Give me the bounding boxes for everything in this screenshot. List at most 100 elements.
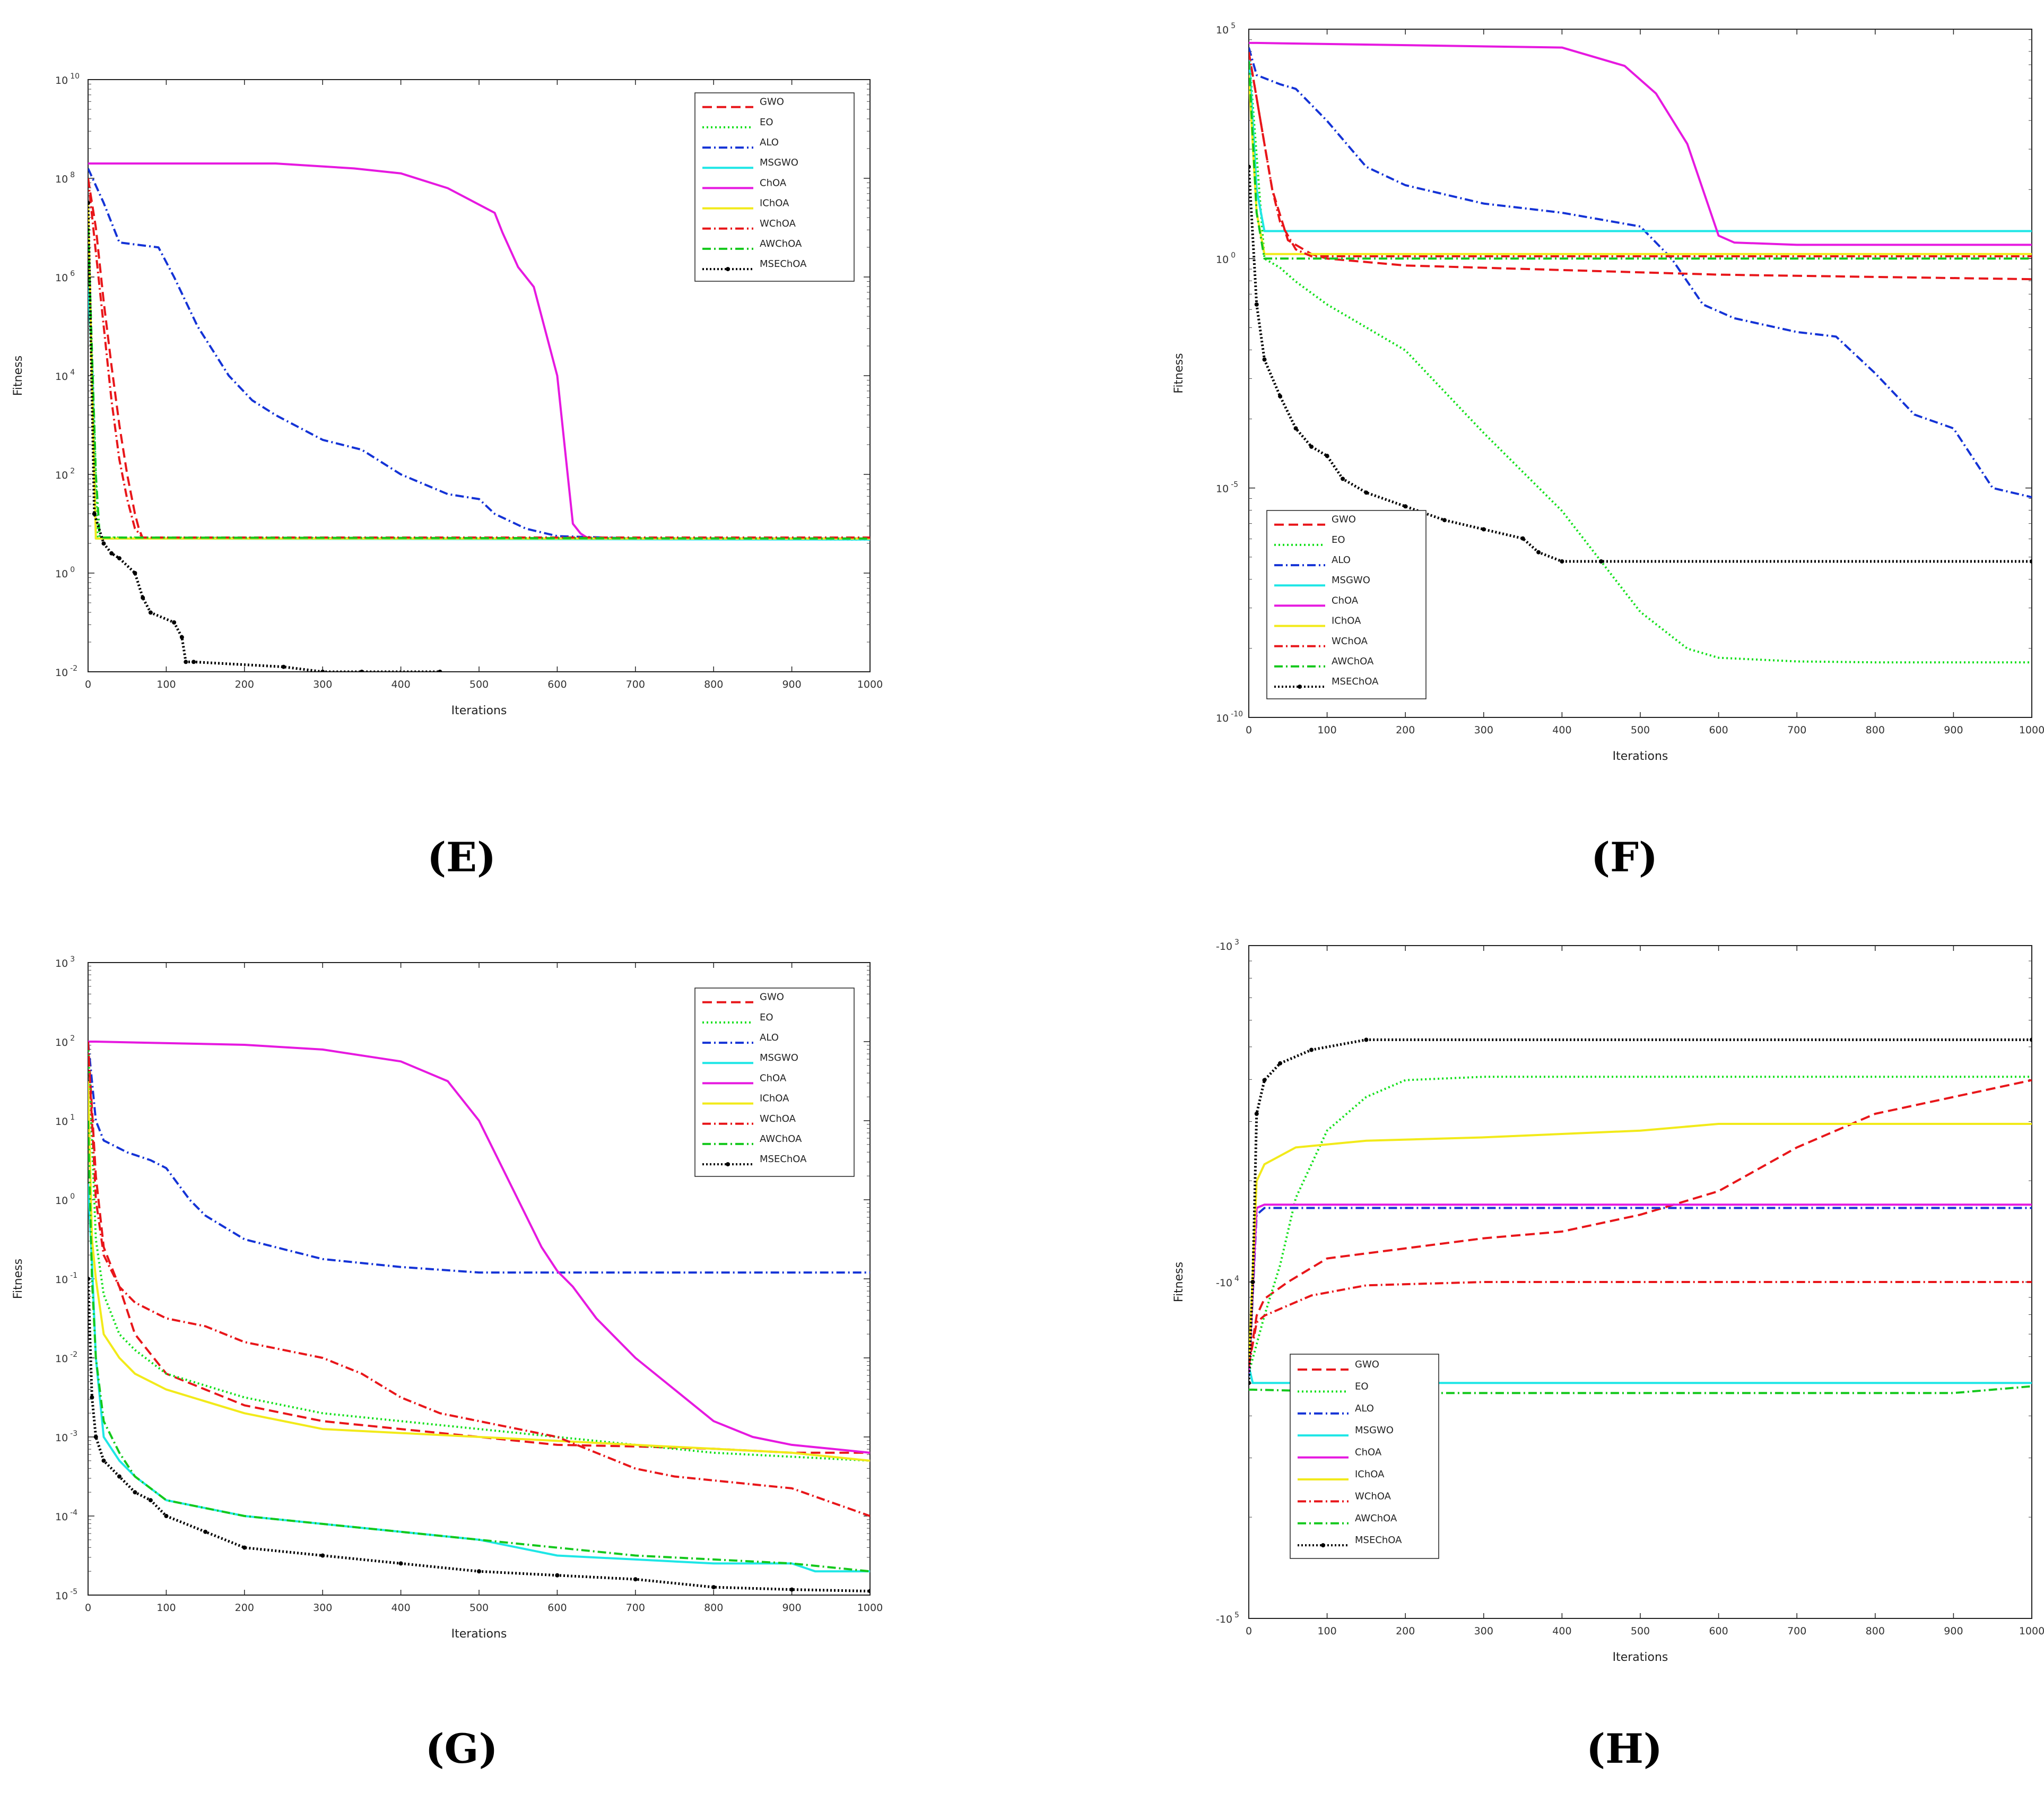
series-marker-msechoa xyxy=(101,1458,106,1463)
series-marker-msechoa xyxy=(172,620,177,625)
x-axis-label: Iterations xyxy=(451,1627,507,1641)
panel-label: (E) xyxy=(427,834,496,881)
legend-label-ichoa: IChOA xyxy=(760,1093,789,1104)
y-tick-label: 10 0 xyxy=(55,566,75,580)
x-tick-label: 800 xyxy=(1866,724,1885,736)
series-marker-msechoa xyxy=(1599,559,1604,564)
series-marker-msechoa xyxy=(191,660,196,664)
series-line-msechoa xyxy=(1249,167,2032,563)
series-marker-msechoa xyxy=(1278,394,1283,399)
y-tick-label: 10 3 xyxy=(55,955,75,969)
series-line-wchoa xyxy=(88,1041,870,1517)
legend-label-alo: ALO xyxy=(1355,1403,1374,1414)
legend-label-msechoa: MSEChOA xyxy=(760,1154,807,1165)
series-line-awchoa xyxy=(88,227,870,540)
series-line-alo xyxy=(88,168,870,540)
series-marker-msechoa xyxy=(711,1585,716,1590)
y-tick-label: 10 -10 xyxy=(1216,710,1243,724)
legend-label-msechoa: MSEChOA xyxy=(1355,1535,1402,1546)
x-tick-label: 200 xyxy=(1396,724,1415,736)
series-marker-msechoa xyxy=(633,707,638,711)
legend-label-wchoa: WChOA xyxy=(1332,636,1368,647)
series-marker-msechoa xyxy=(1442,518,1447,523)
legend-box xyxy=(1290,1354,1439,1559)
series-marker-msechoa xyxy=(398,1561,403,1566)
legend-label-msechoa: MSEChOA xyxy=(760,258,807,270)
x-tick-label: 500 xyxy=(1631,1625,1650,1637)
series-line-alo xyxy=(1249,47,2032,498)
series-line-gwo xyxy=(1249,1079,2032,1366)
y-tick-label: 10 0 xyxy=(1216,251,1236,265)
series-marker-msechoa xyxy=(1309,444,1314,449)
series-marker-msechoa xyxy=(148,610,153,615)
x-tick-label: 200 xyxy=(1396,1625,1415,1637)
legend-label-ichoa: IChOA xyxy=(1332,616,1361,627)
series-marker-msechoa xyxy=(633,1577,638,1582)
series-marker-msechoa xyxy=(442,689,446,694)
x-tick-label: 1000 xyxy=(857,679,883,690)
legend-label-choa: ChOA xyxy=(1332,595,1359,606)
series-marker-msechoa xyxy=(711,712,716,716)
series-group xyxy=(1249,41,2032,664)
series-marker-msechoa xyxy=(281,664,286,669)
x-axis-label: Iterations xyxy=(451,704,507,717)
legend-label-awchoa: AWChOA xyxy=(1332,656,1374,667)
series-line-choa xyxy=(88,162,870,540)
y-tick-label: 10 2 xyxy=(55,467,75,481)
series-marker-msechoa xyxy=(1481,527,1486,532)
x-tick-label: 700 xyxy=(626,1602,645,1614)
x-tick-label: 400 xyxy=(1552,724,1571,736)
series-marker-msechoa xyxy=(1249,1381,1251,1385)
x-tick-label: 900 xyxy=(1944,724,1963,736)
x-tick-label: 600 xyxy=(547,1602,567,1614)
y-tick-label: 10 -3 xyxy=(55,1430,77,1444)
series-marker-msechoa xyxy=(703,709,708,713)
legend-label-wchoa: WChOA xyxy=(760,1113,796,1124)
series-group xyxy=(1249,1037,2032,1394)
series-marker-msechoa xyxy=(179,635,184,639)
series-marker-msechoa xyxy=(1249,164,1251,169)
series-marker-msechoa xyxy=(359,670,364,672)
legend: GWO EO ALO MSGWO ChOA IChOA WChOA AWChOA MSEChOA xyxy=(1266,510,1427,699)
legend-marker xyxy=(1298,685,1302,689)
x-tick-label: 0 xyxy=(1246,1625,1252,1637)
x-tick-label: 800 xyxy=(704,679,723,690)
series-line-alo xyxy=(88,1041,870,1274)
x-tick-label: 700 xyxy=(626,679,645,690)
y-tick-label: -10 3 xyxy=(1216,938,1239,952)
series-marker-msechoa xyxy=(1309,1047,1314,1052)
series-marker-msechoa xyxy=(1250,1280,1255,1284)
x-tick-label: 100 xyxy=(1317,724,1336,736)
legend-label-eo: EO xyxy=(760,117,773,128)
legend-label-awchoa: AWChOA xyxy=(760,238,802,249)
x-tick-label: 100 xyxy=(156,679,176,690)
series-marker-msechoa xyxy=(789,1587,794,1592)
series-marker-msechoa xyxy=(184,660,188,664)
legend-label-choa: ChOA xyxy=(1355,1447,1382,1458)
series-marker-msechoa xyxy=(117,1474,121,1479)
legend-label-msgwo: MSGWO xyxy=(760,157,798,168)
series-marker-msechoa xyxy=(1364,1037,1369,1042)
x-tick-label: 300 xyxy=(313,679,332,690)
legend-label-msgwo: MSGWO xyxy=(1355,1425,1394,1436)
y-axis-label: Fitness xyxy=(1172,1262,1186,1302)
x-tick-label: 0 xyxy=(1246,724,1252,736)
series-marker-msechoa xyxy=(1254,1112,1259,1116)
y-tick-label: 10 -5 xyxy=(55,1588,77,1602)
series-marker-msechoa xyxy=(868,1589,870,1593)
series-line-eo xyxy=(1249,52,2032,664)
y-tick-label: 10 -2 xyxy=(55,1350,77,1365)
x-tick-label: 700 xyxy=(1787,724,1806,736)
series-line-ichoa xyxy=(1249,1123,2032,1366)
x-tick-label: 400 xyxy=(1552,1625,1571,1637)
series-marker-msechoa xyxy=(1520,536,1525,541)
x-tick-label: 500 xyxy=(1631,724,1650,736)
series-marker-msechoa xyxy=(203,1529,208,1534)
series-marker-msechoa xyxy=(1536,550,1541,555)
x-tick-label: 1000 xyxy=(2019,1625,2044,1637)
legend-label-alo: ALO xyxy=(760,137,779,148)
y-tick-label: 10 5 xyxy=(1216,22,1236,36)
x-tick-label: 500 xyxy=(469,679,489,690)
